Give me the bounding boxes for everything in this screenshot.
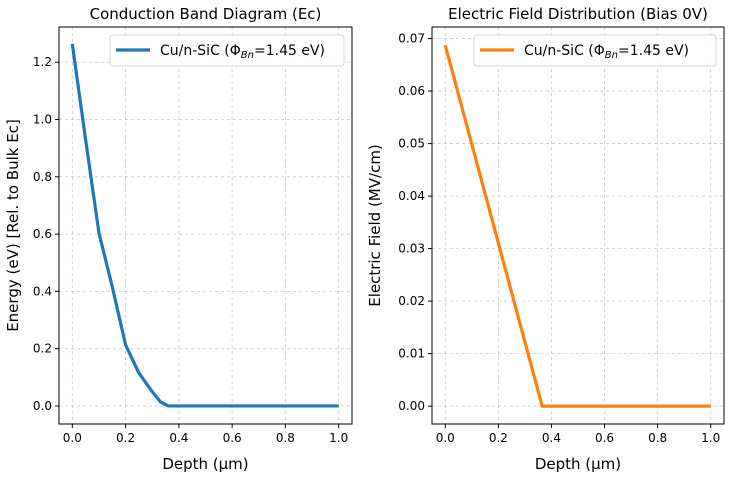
legend-box [473, 34, 717, 67]
y-tick-label: 0.03 [398, 242, 425, 256]
y-tick-label: 0.2 [33, 342, 52, 356]
y-tick-label: 0.04 [398, 189, 425, 203]
y-tick-label: 0.8 [33, 170, 52, 184]
y-tick-label: 0.05 [398, 137, 425, 151]
chart-title: Conduction Band Diagram (Ec) [90, 5, 322, 23]
x-axis-label: Depth (μm) [535, 455, 621, 473]
subplot-2: 0.0 0.2 0.4 0.6 0.8 1.0 0.00 0.01 0.02 0.03 0.04 0.… [366, 5, 725, 473]
x-tick-label: 0.0 [63, 431, 82, 445]
y-tick-label: 1.2 [33, 55, 52, 69]
y-axis-label: Energy (eV) [Rel. to Bulk Ec] [4, 119, 22, 332]
axes-frame [431, 26, 725, 425]
legend-box [109, 34, 345, 67]
y-tick-label: 0.4 [33, 284, 52, 298]
axes-frame [58, 26, 353, 425]
y-tick-label: 0.0 [33, 399, 52, 413]
x-tick-label: 1.0 [329, 431, 348, 445]
x-tick-label: 0.4 [169, 431, 188, 445]
subplot-1: 0.0 0.2 0.4 0.6 0.8 1.0 0.0 0.2 0.4 0.6 0.8 1.0 1.2 C… [4, 5, 353, 473]
x-tick-label: 1.0 [701, 431, 720, 445]
chart-title: Electric Field Distribution (Bias 0V) [448, 5, 708, 23]
y-tick-label: 0.01 [398, 347, 425, 361]
y-tick-label: 1.0 [33, 113, 52, 127]
x-tick-label: 0.6 [223, 431, 242, 445]
y-tick-label: 0.02 [398, 294, 425, 308]
y-tick-label: 0.00 [398, 399, 425, 413]
series-line [443, 44, 711, 408]
x-tick-label: 0.6 [595, 431, 614, 445]
x-tick-label: 0.8 [276, 431, 295, 445]
x-axis-label: Depth (μm) [162, 455, 248, 473]
x-tick-label: 0.4 [542, 431, 561, 445]
x-tick-label: 0.8 [648, 431, 667, 445]
legend-label: Cu/n-SiC (ΦBn=1.45 eV) [524, 43, 689, 61]
x-tick-label: 0.0 [436, 431, 455, 445]
x-tick-label: 0.2 [489, 431, 508, 445]
x-tick-label: 0.2 [116, 431, 135, 445]
legend-label: Cu/n-SiC (ΦBn=1.45 eV) [160, 43, 325, 61]
y-tick-label: 0.6 [33, 227, 52, 241]
y-tick-label: 0.06 [398, 84, 425, 98]
y-axis-label: Electric Field (MV/cm) [366, 144, 384, 307]
series-line [70, 43, 339, 408]
y-tick-label: 0.07 [398, 32, 425, 46]
